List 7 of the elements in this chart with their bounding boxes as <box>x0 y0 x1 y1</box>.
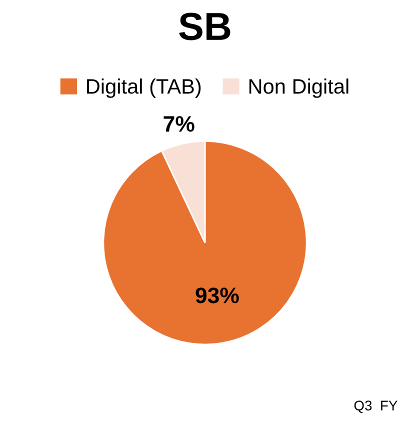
legend-label: Non Digital <box>249 78 348 98</box>
pie-slice <box>102 140 308 346</box>
text: Q3 FY <box>354 400 398 413</box>
chart-title: SB <box>179 12 230 40</box>
data-label: 7% <box>164 116 194 132</box>
legend-label: Digital (TAB) <box>87 78 201 98</box>
data-label: 93% <box>196 288 239 304</box>
